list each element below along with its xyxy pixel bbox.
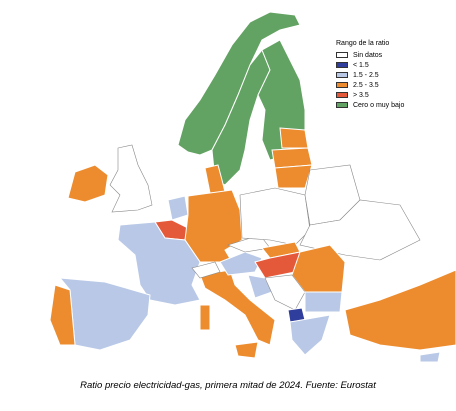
legend-label: < 1.5: [353, 61, 369, 69]
region: [199, 304, 211, 331]
legend-item: > 3.5: [336, 90, 420, 100]
region: [117, 221, 201, 306]
legend-swatch: [336, 52, 348, 58]
region: [191, 261, 221, 279]
region: [199, 269, 276, 346]
region: [167, 195, 189, 221]
region: [344, 269, 456, 351]
legend-swatch: [336, 72, 348, 78]
region: [304, 291, 343, 313]
legend-item: 1.5 - 2.5: [336, 70, 420, 80]
region: [419, 351, 441, 363]
legend-swatch: [336, 82, 348, 88]
region: [204, 164, 226, 194]
legend-swatch: [336, 62, 348, 68]
region: [184, 189, 243, 263]
region: [289, 314, 331, 356]
legend-swatch: [336, 92, 348, 98]
region: [49, 284, 76, 346]
legend-item: Sin datos: [336, 50, 420, 60]
legend-item: 2.5 - 3.5: [336, 80, 420, 90]
legend-swatch: [336, 102, 348, 108]
region: [264, 274, 306, 311]
legend-title: Rango de la ratio: [336, 40, 390, 47]
legend: Rango de la ratio Sin datos < 1.5 1.5 - 2.…: [336, 40, 420, 110]
region: [177, 11, 301, 156]
legend-label: > 3.5: [353, 91, 369, 99]
region: [67, 164, 109, 203]
legend-label: Sin datos: [353, 51, 383, 59]
region: [279, 127, 309, 149]
region: [234, 341, 259, 359]
legend-item: Cero o muy bajo: [336, 100, 420, 110]
map: [49, 11, 456, 363]
region: [109, 144, 153, 213]
caption: Ratio precio electricidad-gas, primera m…: [80, 380, 376, 391]
region: [274, 164, 313, 189]
legend-label: 1.5 - 2.5: [353, 71, 379, 79]
legend-label: 2.5 - 3.5: [353, 81, 379, 89]
region: [239, 187, 311, 246]
legend-item: < 1.5: [336, 60, 420, 70]
legend-label: Cero o muy bajo: [353, 101, 405, 109]
